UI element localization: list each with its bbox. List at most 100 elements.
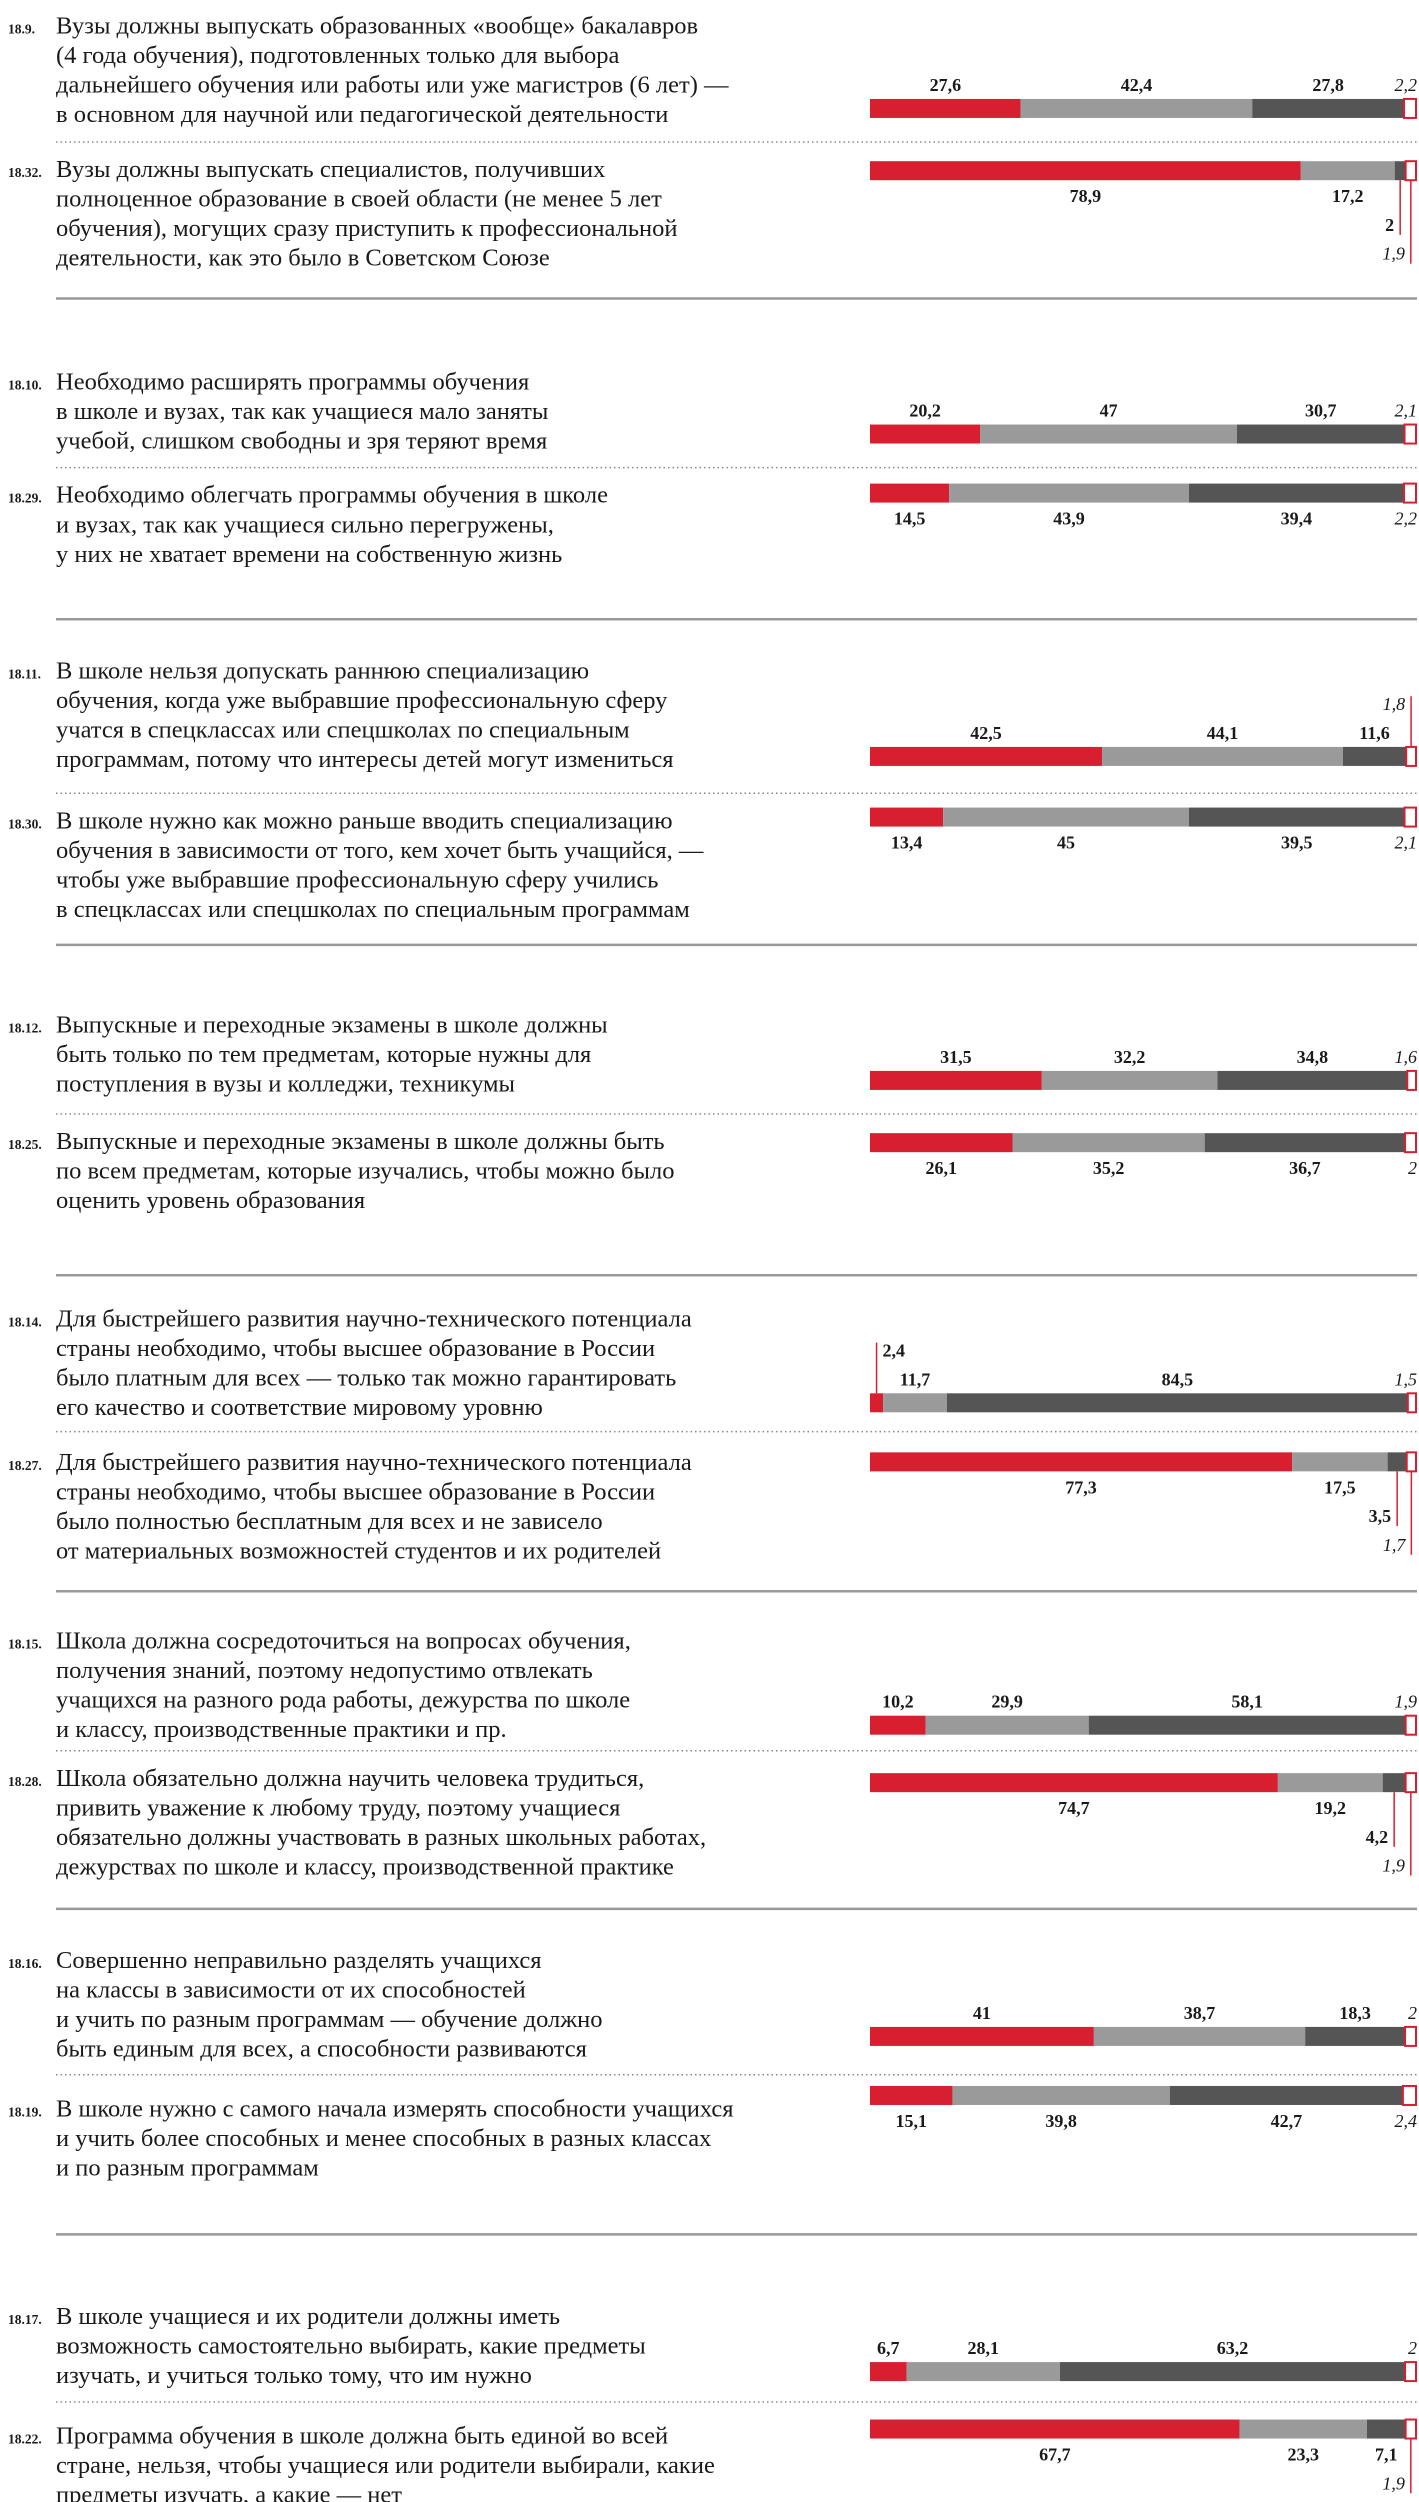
statement-line: Необходимо облегчать программы обучения … bbox=[56, 482, 608, 509]
value-label: 41 bbox=[973, 2003, 991, 2023]
value-label: 30,7 bbox=[1305, 401, 1337, 421]
value-label: 2,2 bbox=[1395, 75, 1418, 95]
value-label: 42,7 bbox=[1271, 2111, 1303, 2131]
value-label: 35,2 bbox=[1093, 1158, 1125, 1178]
bar-segment bbox=[949, 483, 1189, 503]
bar-segment bbox=[870, 2085, 953, 2105]
statement-line: В школе учащиеся и их родители должны им… bbox=[56, 2303, 560, 2330]
statement-line: В школе нужно с самого начала измерять с… bbox=[56, 2095, 734, 2122]
bar-segment bbox=[1405, 1451, 1418, 1473]
statement-line: обучения, когда уже выбравшие профессион… bbox=[56, 687, 668, 714]
statement-line: Школа обязательно должна научить человек… bbox=[56, 1765, 644, 1792]
statement-line: от материальных возможностей студентов и… bbox=[56, 1537, 661, 1564]
item-code: 18.12. bbox=[8, 1021, 42, 1036]
statement-line: быть только по тем предметам, которые ну… bbox=[56, 1041, 591, 1068]
statement-line: и учить более способных и менее способны… bbox=[56, 2125, 711, 2152]
callout-label: 4,2 bbox=[1366, 1827, 1389, 1847]
item-code: 18.16. bbox=[8, 1956, 42, 1971]
bar-segment bbox=[870, 746, 1103, 766]
value-label: 17,5 bbox=[1324, 1477, 1356, 1497]
statement-line: было полностью бесплатным для всех и не … bbox=[56, 1508, 603, 1535]
bar-segment bbox=[870, 1133, 1013, 1153]
statement-line: в основном для научной или педагогическо… bbox=[56, 101, 668, 128]
bar-segment bbox=[1093, 2026, 1306, 2046]
bar-segment bbox=[1403, 806, 1418, 828]
value-label: 58,1 bbox=[1231, 1692, 1263, 1712]
bar-segment bbox=[1402, 482, 1418, 504]
callout-label: 1,9 bbox=[1382, 244, 1405, 264]
statement-line: и учить по разным программам — обучение … bbox=[56, 2006, 603, 2033]
bar-segment bbox=[870, 2362, 907, 2382]
statement-line: Для быстрейшего развития научно-техничес… bbox=[56, 1305, 692, 1332]
statement-line: на классы в зависимости от их способност… bbox=[56, 1976, 526, 2003]
value-label: 32,2 bbox=[1114, 1047, 1146, 1067]
statement-line: поступления в вузы и колледжи, техникумы bbox=[56, 1071, 515, 1098]
statement-line: В школе нельзя допускать раннюю специали… bbox=[56, 657, 589, 684]
value-label: 23,3 bbox=[1288, 2445, 1320, 2465]
bar-segment bbox=[1188, 807, 1405, 827]
bar-segment bbox=[1404, 2025, 1417, 2047]
item-code: 18.25. bbox=[8, 1137, 42, 1152]
statement-line: Вузы должны выпускать специалистов, полу… bbox=[56, 156, 605, 183]
bar-segment bbox=[1239, 2419, 1367, 2439]
item-code: 18.32. bbox=[8, 165, 42, 180]
value-label: 10,2 bbox=[882, 1692, 914, 1712]
statement-line: Вузы должны выпускать образованных «вооб… bbox=[56, 13, 698, 40]
callout-label: 1,8 bbox=[1383, 694, 1406, 714]
bar-segment bbox=[1277, 1773, 1383, 1793]
statement-line: по всем предметам, которые изучались, чт… bbox=[56, 1158, 674, 1185]
bar-segment bbox=[980, 424, 1237, 444]
bar-segment bbox=[952, 2085, 1170, 2105]
bar-segment bbox=[1404, 2418, 1417, 2440]
bar-segment bbox=[1236, 424, 1405, 444]
statement-line: в спецклассах или спецшколах по специаль… bbox=[56, 896, 690, 923]
item-code: 18.17. bbox=[8, 2312, 42, 2327]
bar-segment bbox=[943, 807, 1189, 827]
statement-line: В школе нужно как можно раньше вводить с… bbox=[56, 807, 673, 834]
value-label: 7,1 bbox=[1375, 2445, 1398, 2465]
value-label: 18,3 bbox=[1339, 2003, 1371, 2023]
statement-line: Школа должна сосредоточиться на вопросах… bbox=[56, 1628, 631, 1655]
value-label: 1,5 bbox=[1395, 1369, 1418, 1389]
bar-segment bbox=[870, 1715, 926, 1735]
value-label: 42,5 bbox=[970, 723, 1002, 743]
value-label: 43,9 bbox=[1053, 509, 1085, 529]
statement-line: и классу, производственные практики и пр… bbox=[56, 1716, 507, 1743]
statement-line: получения знаний, поэтому недопустимо от… bbox=[56, 1657, 593, 1684]
statement-line: (4 года обучения), подготовленных только… bbox=[56, 42, 619, 69]
bar-segment bbox=[1405, 745, 1417, 767]
item-code: 18.28. bbox=[8, 1774, 42, 1789]
statement-line: изучать, и учиться только тому, что им н… bbox=[56, 2362, 532, 2389]
item-code: 18.10. bbox=[8, 377, 42, 392]
item-code: 18.9. bbox=[8, 22, 35, 37]
statement-line: учащихся на разного рода работы, дежурст… bbox=[56, 1687, 630, 1714]
bar-segment bbox=[1169, 2085, 1403, 2105]
bar-segment bbox=[1403, 423, 1418, 445]
bar-segment bbox=[1342, 746, 1407, 766]
value-label: 28,1 bbox=[968, 2338, 1000, 2358]
bar-segment bbox=[1394, 161, 1406, 181]
bar-segment bbox=[1012, 1133, 1205, 1153]
value-label: 63,2 bbox=[1217, 2338, 1249, 2358]
value-label: 15,1 bbox=[895, 2111, 927, 2131]
bar-segment bbox=[1041, 1070, 1218, 1090]
value-label: 36,7 bbox=[1289, 1158, 1321, 1178]
value-label: 19,2 bbox=[1315, 1798, 1347, 1818]
callout-label: 2 bbox=[1385, 215, 1394, 235]
value-label: 2,4 bbox=[1395, 2111, 1418, 2131]
callout-label: 3,5 bbox=[1369, 1506, 1392, 1526]
bar-segment bbox=[1102, 746, 1343, 766]
value-label: 74,7 bbox=[1058, 1798, 1090, 1818]
bar-segment bbox=[1300, 161, 1395, 181]
bar-segment bbox=[1088, 1715, 1406, 1735]
statement-line: учатся в спецклассах или спецшколах по с… bbox=[56, 716, 630, 743]
bar-segment bbox=[1366, 2419, 1406, 2439]
bar-segment bbox=[870, 1452, 1293, 1472]
statement-line: дежурствах по школе и классу, производст… bbox=[56, 1854, 674, 1881]
value-label: 45 bbox=[1057, 833, 1075, 853]
bar-segment bbox=[925, 1715, 1089, 1735]
bar-segment bbox=[1020, 98, 1253, 118]
statement-line: и вузах, так как учащиеся сильно перегру… bbox=[56, 511, 554, 538]
statement-line: Программа обучения в школе должна быть е… bbox=[56, 2422, 668, 2449]
callout-label: 1,9 bbox=[1382, 1856, 1405, 1876]
